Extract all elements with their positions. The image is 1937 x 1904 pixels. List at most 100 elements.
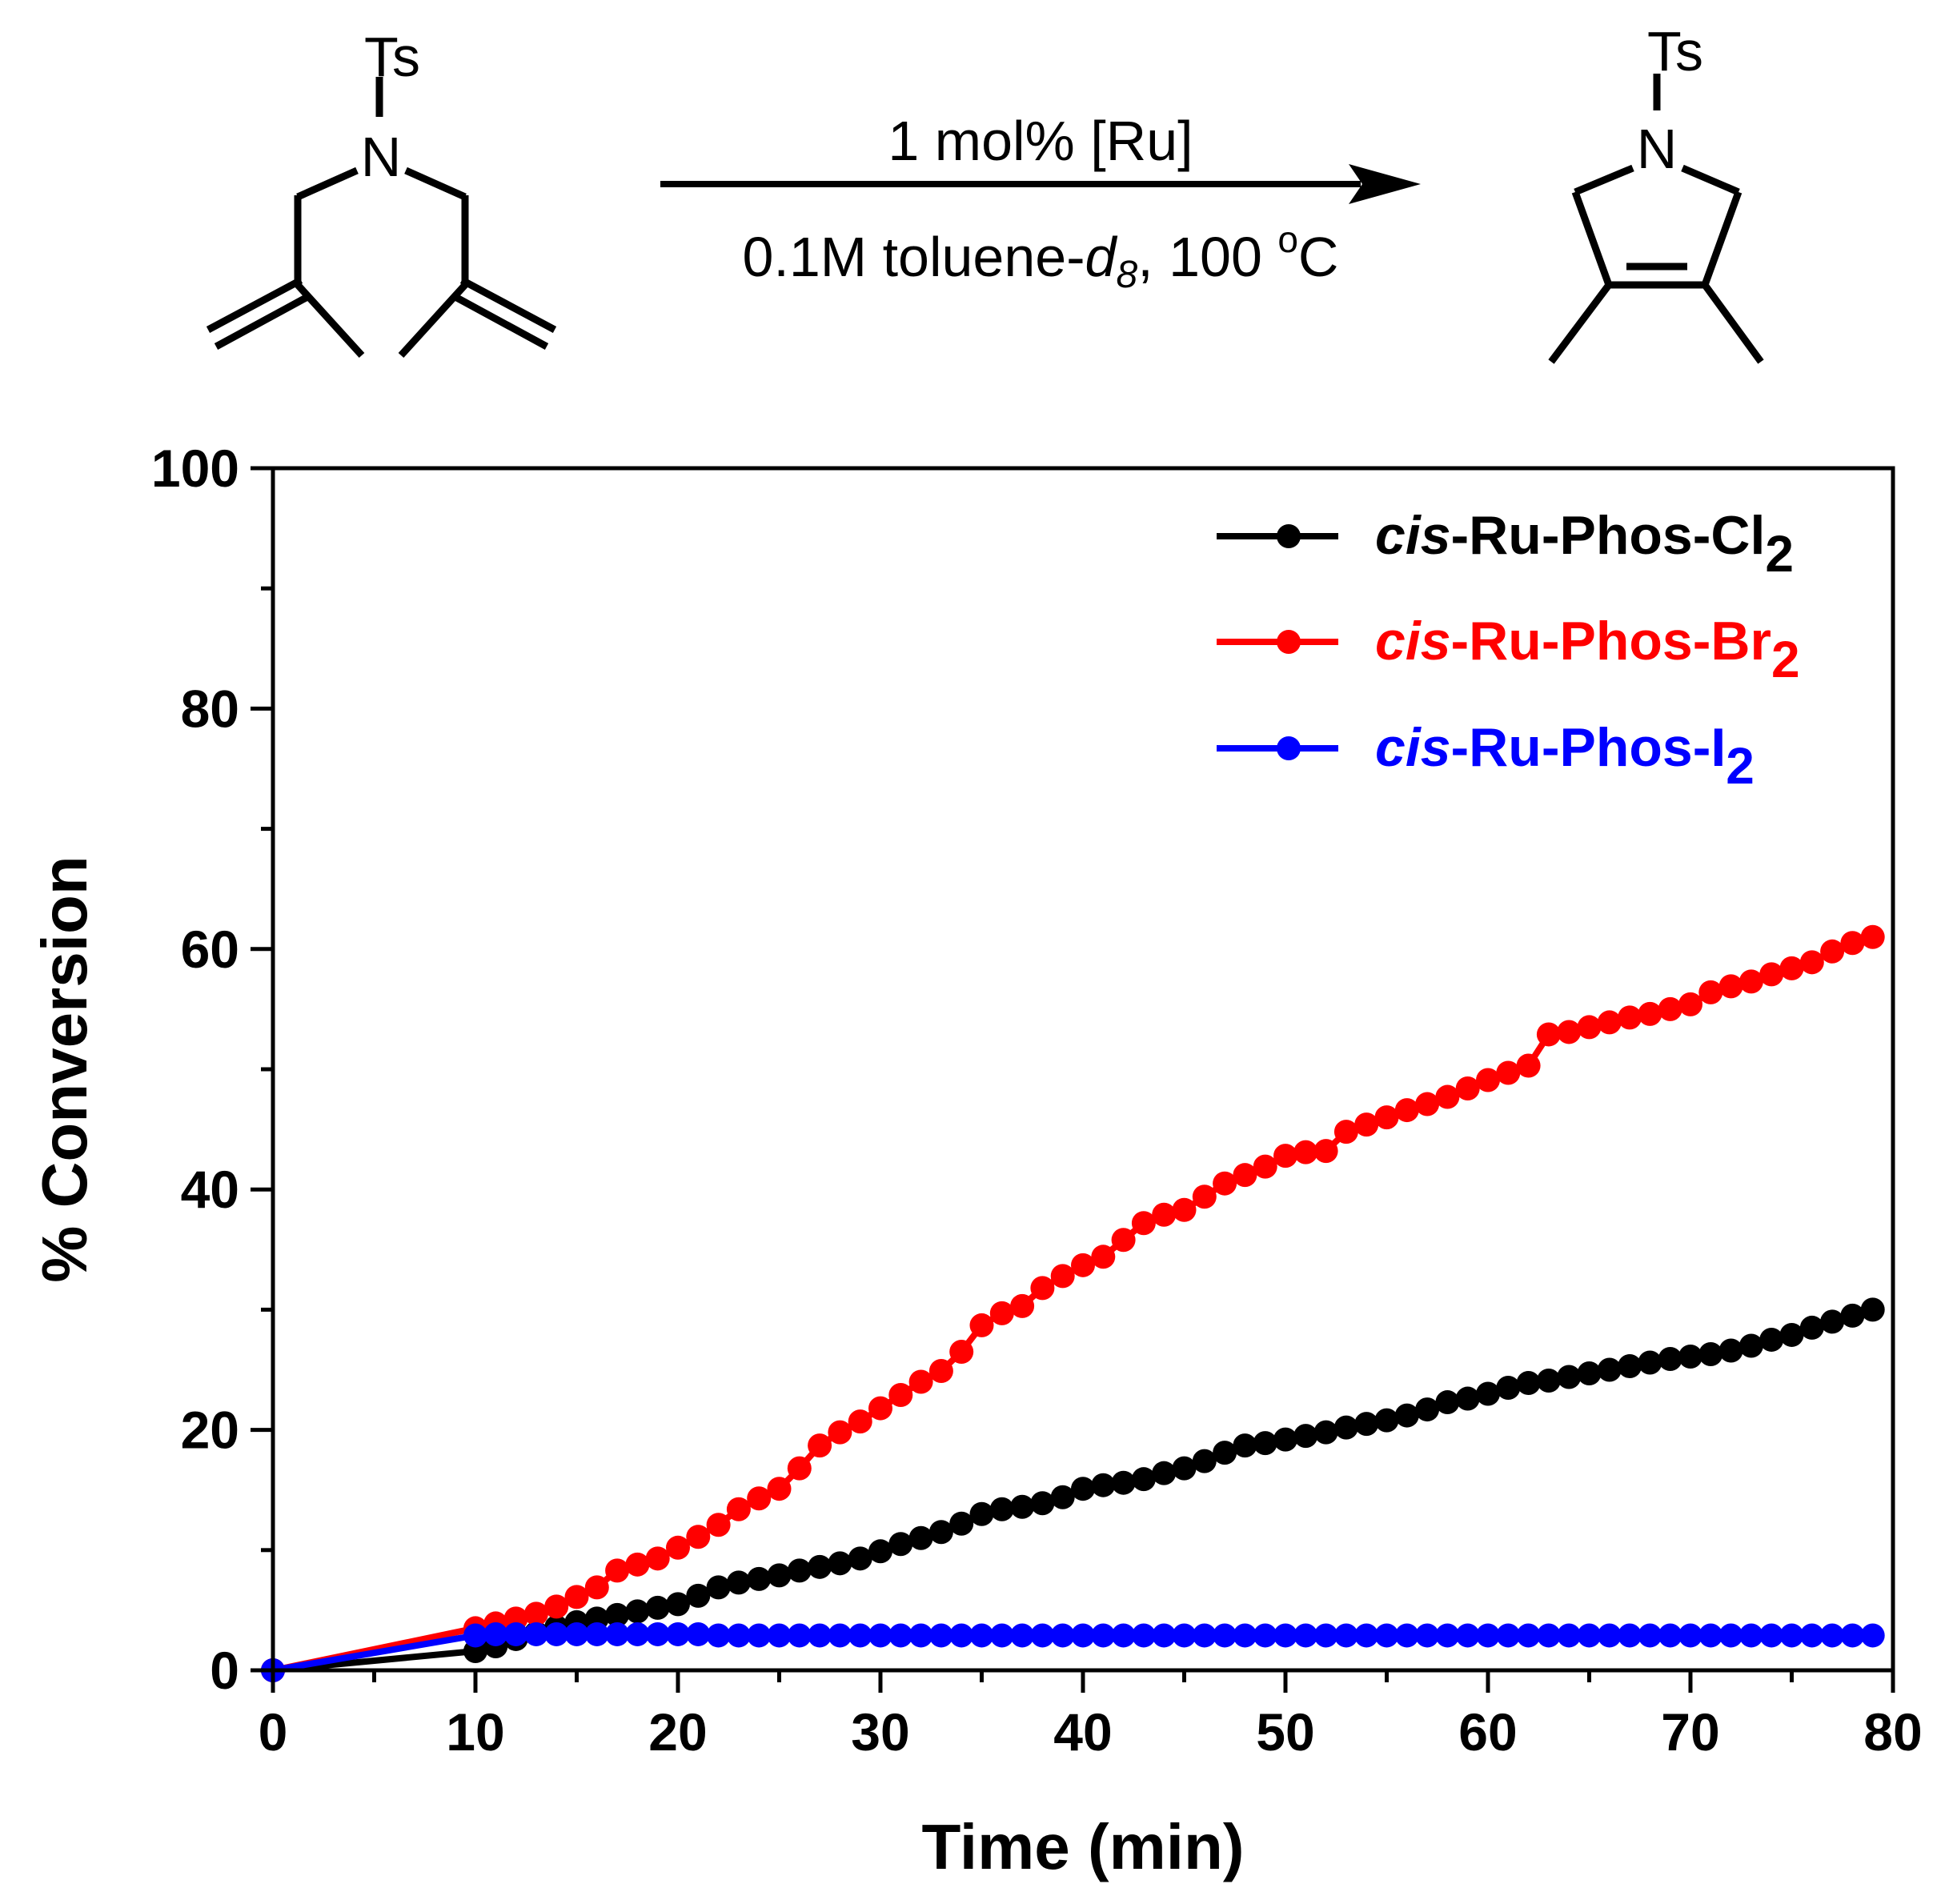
x-axis-ticks <box>271 1670 1895 1693</box>
data-point <box>1516 1053 1541 1078</box>
data-point <box>1557 1623 1582 1648</box>
y-tick-label-80: 80 <box>181 679 239 738</box>
data-point <box>1333 1415 1358 1440</box>
data-point <box>1718 1338 1743 1363</box>
data-point <box>1799 1315 1824 1340</box>
x-tick-label-50: 50 <box>1256 1702 1314 1762</box>
data-point <box>787 1456 812 1481</box>
product-n-label: N <box>1637 118 1678 180</box>
data-point <box>1496 1376 1521 1401</box>
data-point <box>868 1623 892 1648</box>
data-point <box>1577 1015 1602 1040</box>
series-markers-2 <box>261 1621 1885 1682</box>
data-point <box>1091 1623 1116 1648</box>
data-point <box>828 1623 852 1648</box>
data-point <box>666 1592 690 1617</box>
data-point <box>868 1539 892 1564</box>
data-point <box>1374 1408 1399 1433</box>
data-point <box>1313 1623 1338 1648</box>
data-point <box>1273 1427 1297 1452</box>
data-point <box>1253 1154 1277 1179</box>
x-axis-label: Time (min) <box>921 1811 1244 1882</box>
legend-label-main: -Ru-Phos-Cl <box>1451 505 1766 566</box>
legend-label: cis-Ru-Phos-I2 <box>1375 717 1755 795</box>
data-point <box>726 1570 751 1595</box>
data-point <box>1152 1202 1177 1227</box>
data-point <box>928 1623 953 1648</box>
reactant-structure <box>206 77 557 359</box>
data-point <box>1496 1060 1521 1085</box>
data-point <box>1820 939 1845 964</box>
x-tick-label-30: 30 <box>851 1702 909 1762</box>
legend-label-subscript: 2 <box>1726 737 1755 795</box>
data-point <box>1799 1623 1824 1648</box>
data-point <box>544 1594 569 1619</box>
data-point <box>848 1409 872 1434</box>
data-point <box>1192 1184 1217 1209</box>
data-point <box>1678 992 1702 1016</box>
data-point <box>1840 931 1865 956</box>
legend-label: cis-Ru-Phos-Cl2 <box>1375 505 1794 583</box>
data-point <box>1111 1470 1136 1495</box>
data-point <box>1658 1346 1682 1371</box>
data-point <box>1192 1623 1217 1648</box>
data-point <box>666 1535 690 1560</box>
product-ts-label: Ts <box>1647 20 1703 82</box>
data-point <box>1597 1010 1622 1035</box>
data-point <box>625 1552 650 1577</box>
data-point <box>1820 1309 1845 1334</box>
data-point <box>1557 1365 1582 1389</box>
data-point <box>1698 1623 1723 1648</box>
data-point <box>1050 1485 1075 1509</box>
x-tick-label-0: 0 <box>259 1702 288 1762</box>
data-point <box>686 1525 711 1549</box>
data-point <box>1192 1449 1217 1473</box>
data-point <box>1597 1357 1622 1382</box>
data-point <box>1738 1333 1763 1358</box>
data-point <box>1678 1344 1702 1369</box>
data-point <box>1455 1386 1480 1411</box>
y-tick-label-0: 0 <box>210 1641 239 1700</box>
data-point <box>1536 1623 1561 1648</box>
data-point <box>1435 1390 1460 1415</box>
data-point <box>828 1551 852 1576</box>
conditions-solvent-subscript: 8 <box>1116 254 1137 296</box>
data-point <box>1536 1369 1561 1393</box>
conditions-unit: C <box>1298 226 1339 288</box>
data-point <box>1759 1623 1784 1648</box>
data-point <box>1718 974 1743 999</box>
data-point <box>1253 1431 1277 1456</box>
data-point <box>868 1396 892 1421</box>
data-point <box>1030 1276 1055 1301</box>
x-tick-label-20: 20 <box>648 1702 707 1762</box>
data-point <box>706 1513 731 1537</box>
legend-entry-1: cis-Ru-Phos-Br2 <box>1217 611 1800 688</box>
data-point <box>1577 1623 1602 1648</box>
data-point <box>888 1532 913 1557</box>
data-point <box>1799 950 1824 975</box>
data-point <box>1840 1623 1865 1648</box>
data-point <box>928 1520 953 1545</box>
data-point <box>584 1575 609 1600</box>
legend-label-italic: cis <box>1375 611 1451 671</box>
legend-label-subscript: 2 <box>1771 631 1800 688</box>
data-point <box>1172 1456 1197 1481</box>
data-point <box>584 1621 609 1646</box>
data-point <box>1354 1112 1379 1137</box>
data-point <box>1779 1623 1804 1648</box>
data-point <box>1071 1477 1095 1501</box>
data-point <box>1050 1623 1075 1648</box>
legend-swatch-marker <box>1277 736 1301 760</box>
data-point <box>808 1554 832 1579</box>
data-point <box>1820 1623 1845 1648</box>
data-point <box>645 1546 670 1571</box>
data-point <box>1476 1623 1500 1648</box>
data-point <box>1415 1397 1440 1422</box>
data-point <box>1394 1403 1419 1428</box>
data-point <box>1071 1623 1095 1648</box>
data-point <box>908 1369 933 1394</box>
data-point <box>1779 1322 1804 1347</box>
data-point <box>564 1621 589 1646</box>
data-point <box>1516 1623 1541 1648</box>
legend-label-main: -Ru-Phos-I <box>1451 717 1726 778</box>
